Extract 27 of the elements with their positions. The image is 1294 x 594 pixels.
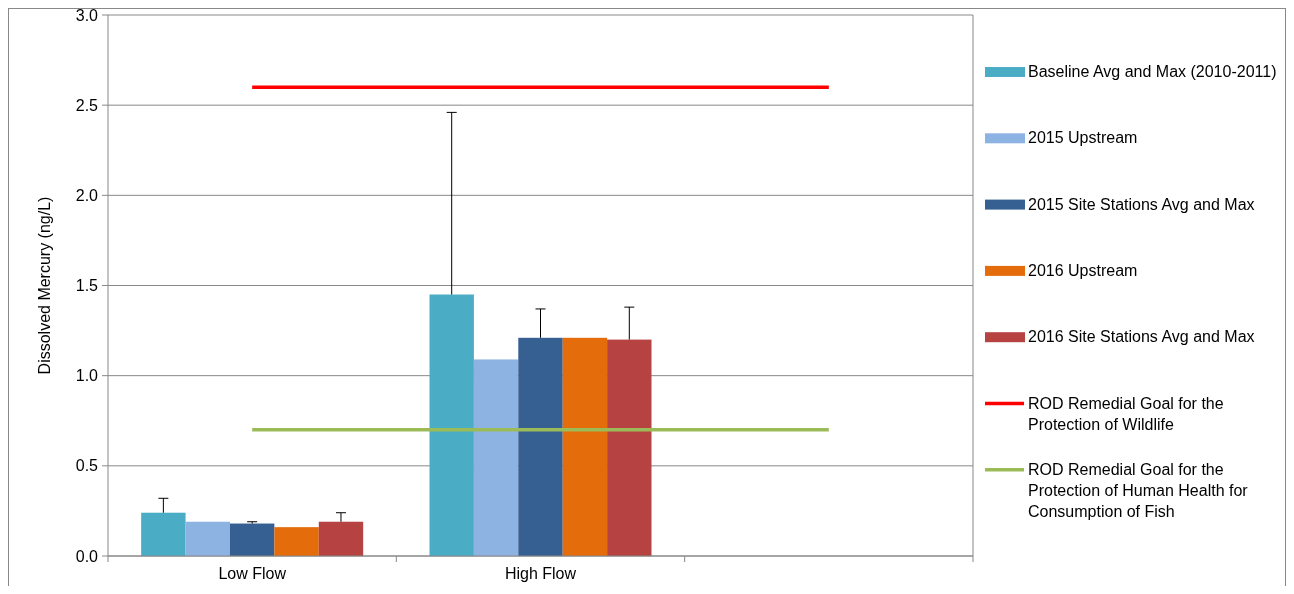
x-tick-label: Low Flow	[218, 565, 287, 582]
bar	[607, 339, 652, 556]
legend-label: 2016 Upstream	[1028, 261, 1138, 279]
y-tick-label: 1.0	[75, 367, 99, 385]
y-tick-label: 3.0	[75, 6, 99, 24]
bar	[185, 521, 230, 556]
bar	[141, 512, 186, 556]
y-tick-label: 2.5	[75, 96, 99, 114]
x-tick-label: High Flow	[504, 565, 577, 582]
bar	[562, 337, 608, 556]
y-tick-label: 2.0	[75, 186, 99, 204]
legend-label: 2015 Site Stations Avg and Max	[1028, 195, 1255, 213]
legend-label: Baseline Avg and Max (2010-2011)	[1028, 63, 1277, 80]
bar	[274, 527, 319, 556]
legend-label: 2016 Site Stations Avg and Max	[1028, 328, 1255, 346]
bar	[229, 523, 275, 556]
y-tick-label: 1.5	[75, 277, 99, 295]
legend-label: ROD Remedial Goal for the Protection of Wildlife	[1028, 394, 1224, 433]
bar	[429, 294, 474, 556]
y-tick-label: 0.0	[75, 547, 99, 565]
legend-label: 2015 Upstream	[1028, 129, 1138, 147]
legend-label: ROD Remedial Goal for the Protection of Human Health for Consumption of Fish	[1028, 460, 1249, 520]
bar	[473, 359, 519, 556]
y-tick-label: 0.5	[75, 457, 99, 475]
bar	[318, 521, 364, 556]
bar	[518, 337, 563, 556]
y-axis-title: Dissolved Mercury (ng/L)	[36, 196, 53, 375]
